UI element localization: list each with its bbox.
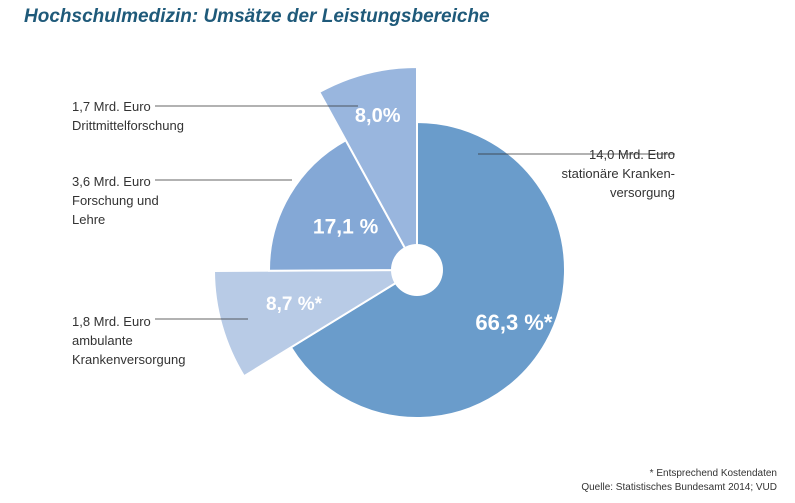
slice-category-line: Forschung und [72, 193, 159, 208]
slice-amount: 14,0 Mrd. Euro [589, 147, 675, 162]
slice-amount: 3,6 Mrd. Euro [72, 174, 151, 189]
chart-title: Hochschulmedizin: Umsätze der Leistungsb… [24, 6, 490, 27]
slice-category-line: stationäre Kranken- [561, 166, 675, 181]
pie-center-hole [391, 244, 443, 296]
slice-category-line: Drittmittelforschung [72, 118, 184, 133]
slice-label-stationaere-krankenversorgung: 14,0 Mrd. Euro stationäre Kranken- verso… [562, 145, 675, 202]
pie-slice [212, 268, 421, 378]
slice-label-forschung-und-lehre: 3,6 Mrd. Euro Forschung und Lehre [72, 172, 159, 229]
pie-slice [267, 138, 419, 272]
slice-percent-label: 66,3 %* [475, 310, 552, 335]
slice-label-drittmittelforschung: 1,7 Mrd. Euro Drittmittelforschung [72, 97, 184, 135]
slice-category-line: ambulante [72, 333, 133, 348]
slice-percent-label: 8,7 %* [266, 294, 323, 315]
slice-category-line: Krankenversorgung [72, 352, 186, 367]
slice-category-line: versorgung [609, 185, 675, 200]
footnote: * Entsprechend Kostendaten [649, 468, 777, 479]
slice-amount: 1,7 Mrd. Euro [72, 99, 151, 114]
chart-notes: * Entsprechend Kostendaten Quelle: Stati… [581, 467, 777, 495]
source-note: Quelle: Statistisches Bundesamt 2014; VU… [581, 482, 777, 493]
slice-category-line: Lehre [72, 212, 106, 227]
pie-slice [317, 65, 418, 271]
slice-percent-label: 17,1 % [313, 216, 379, 239]
slice-label-ambulante-krankenversorgung: 1,8 Mrd. Euro ambulante Krankenversorgun… [72, 312, 185, 369]
slice-percent-label: 8,0% [355, 105, 401, 127]
slice-amount: 1,8 Mrd. Euro [72, 314, 151, 329]
